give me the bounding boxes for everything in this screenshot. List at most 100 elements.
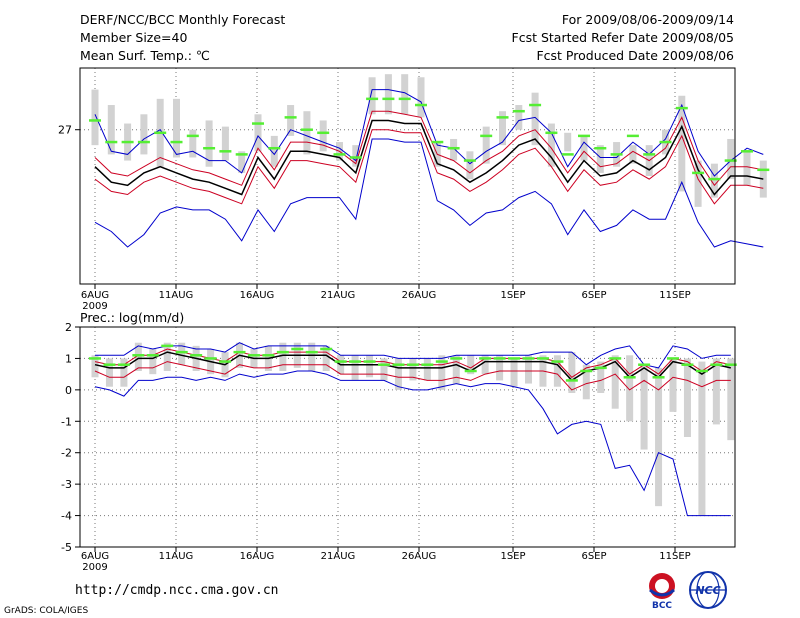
member-range-box xyxy=(531,92,539,146)
x-tick-label: 6SEP xyxy=(581,290,606,301)
member-range-box xyxy=(710,163,718,198)
member-range-box xyxy=(450,138,458,161)
y-tick-label: 1 xyxy=(65,352,72,365)
x-tick-label: 11SEP xyxy=(659,551,690,562)
footer-url[interactable]: http://cmdp.ncc.cma.gov.cn xyxy=(75,583,279,598)
max-line xyxy=(94,89,764,177)
sd-low-line xyxy=(94,361,731,391)
x-tick-label: 16AUG xyxy=(240,551,275,562)
member-range-box xyxy=(91,355,99,378)
member-range-box xyxy=(694,160,702,207)
member-range-box xyxy=(308,342,316,371)
ensemble-mean-line xyxy=(94,351,731,382)
member-size: Member Size=40 xyxy=(80,30,188,45)
member-range-box xyxy=(287,105,295,136)
member-range-box xyxy=(629,145,637,164)
x-tick-label: 21AUG xyxy=(321,290,356,301)
x-tick-label: 21AUG xyxy=(321,551,356,562)
y-tick-label: -4 xyxy=(61,510,72,523)
ncc-logo-text: NCC xyxy=(695,584,720,597)
member-range-box xyxy=(163,342,171,371)
x-tick-label: 6AUG xyxy=(81,290,109,301)
member-range-box xyxy=(368,77,376,115)
member-range-box xyxy=(669,358,677,412)
member-range-box xyxy=(394,358,402,390)
member-range-box xyxy=(303,111,311,155)
y-tick-label: 2 xyxy=(65,321,72,334)
member-range-box xyxy=(140,114,148,155)
x-tick-label: 16AUG xyxy=(240,290,275,301)
member-range-box xyxy=(698,361,706,516)
min-line xyxy=(94,370,731,517)
sd-low-line xyxy=(94,129,764,205)
forecast-produced-date: Fcst Produced Date 2009/08/06 xyxy=(536,48,734,63)
member-range-box xyxy=(515,105,523,130)
member-range-box xyxy=(547,123,555,167)
member-range-box xyxy=(91,89,99,146)
member-range-box xyxy=(366,355,374,378)
ensemble-mean-line xyxy=(94,119,764,196)
member-range-box xyxy=(496,355,504,381)
member-range-box xyxy=(678,95,686,192)
member-range-box xyxy=(481,355,489,375)
grads-credit: GrADS: COLA/IGES xyxy=(4,606,89,616)
y-tick-label: -2 xyxy=(61,447,72,460)
forecast-period: For 2009/08/06-2009/09/14 xyxy=(561,12,734,27)
member-range-box xyxy=(189,129,197,158)
variable-label: Mean Surf. Temp.: ℃ xyxy=(80,48,210,63)
forecast-started-date: Fcst Started Refer Date 2009/08/05 xyxy=(511,30,735,45)
x-tick-label: 11AUG xyxy=(159,551,194,562)
y-tick-label: 0 xyxy=(65,384,72,397)
member-range-box xyxy=(384,74,392,115)
year-label: 2009 xyxy=(82,562,107,573)
member-range-box xyxy=(438,355,446,390)
x-tick-label: 6SEP xyxy=(581,551,606,562)
member-range-box xyxy=(564,132,572,152)
min-line xyxy=(94,138,764,248)
member-range-box xyxy=(221,126,229,161)
member-range-box xyxy=(205,120,213,167)
member-range-box xyxy=(467,355,475,375)
member-range-box xyxy=(401,74,409,115)
max-line xyxy=(95,342,731,369)
member-range-box xyxy=(351,355,359,381)
member-range-box xyxy=(712,358,720,425)
x-tick-label: 6AUG xyxy=(81,551,109,562)
member-range-box xyxy=(482,126,490,164)
member-range-box xyxy=(149,349,157,375)
member-range-box xyxy=(409,358,417,381)
bcc-logo: BCC xyxy=(649,573,675,610)
y-tick-label: -3 xyxy=(61,478,72,491)
member-range-box xyxy=(120,358,128,387)
member-range-box xyxy=(134,342,142,371)
member-range-box xyxy=(727,358,735,441)
x-tick-label: 11AUG xyxy=(159,290,194,301)
y-tick-label: -1 xyxy=(61,415,72,428)
member-range-box xyxy=(640,364,648,450)
member-range-box xyxy=(683,358,691,437)
member-range-box xyxy=(105,358,113,387)
member-range-box xyxy=(655,367,663,507)
member-range-box xyxy=(270,135,278,167)
x-tick-label: 11SEP xyxy=(659,290,690,301)
x-tick-label: 1SEP xyxy=(500,551,525,562)
member-range-box xyxy=(352,145,360,167)
bcc-logo-text: BCC xyxy=(652,601,672,610)
sd-high-line xyxy=(94,110,764,187)
member-range-box xyxy=(525,355,532,384)
member-range-box xyxy=(626,355,634,422)
member-range-box xyxy=(417,77,425,118)
member-range-box xyxy=(279,342,287,371)
plot-frame-0 xyxy=(79,67,736,285)
member-range-box xyxy=(568,352,576,393)
member-range-box xyxy=(319,120,327,152)
member-range-box xyxy=(580,135,588,161)
member-range-box xyxy=(466,151,474,180)
x-tick-label: 26AUG xyxy=(402,551,437,562)
member-range-box xyxy=(423,358,431,381)
member-range-box xyxy=(743,151,751,186)
member-range-box xyxy=(611,355,619,409)
member-range-box xyxy=(582,364,590,400)
member-range-box xyxy=(322,345,330,371)
